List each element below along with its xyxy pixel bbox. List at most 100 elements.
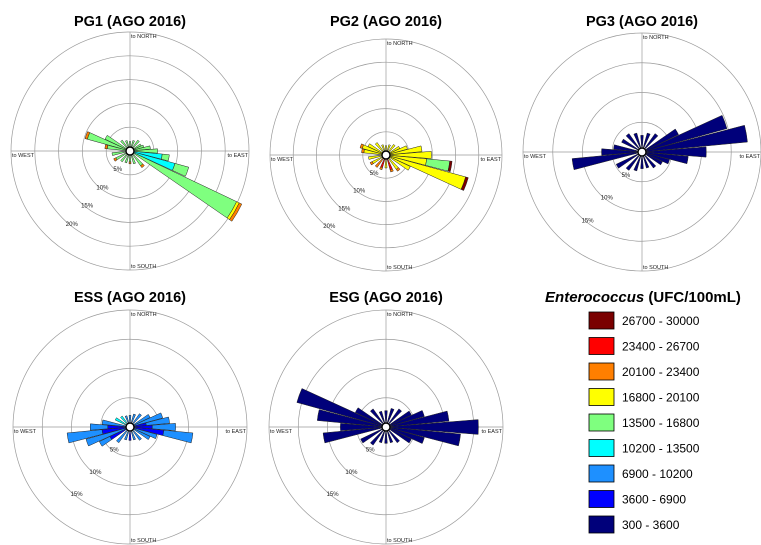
petal-segment <box>132 152 237 219</box>
petal-segment <box>646 152 689 165</box>
direction-label-north: to NORTH <box>131 312 157 318</box>
petal-segment <box>615 153 639 169</box>
petal-segment <box>361 148 365 154</box>
ring-label: 5% <box>110 447 119 453</box>
petal-segment <box>645 153 663 166</box>
direction-label-east: to EAST <box>226 429 247 435</box>
ring-label: 5% <box>622 173 631 179</box>
legend-label: 16800 - 20100 <box>622 391 700 405</box>
petal-segment <box>162 429 194 444</box>
petal-segment <box>613 144 638 152</box>
center-marker <box>381 150 391 160</box>
panel-title: PG2 (AGO 2016) <box>330 14 442 30</box>
center-marker <box>637 147 647 157</box>
petal-segment <box>646 146 707 158</box>
petal-segment <box>633 132 642 149</box>
direction-label-east: to EAST <box>481 157 502 163</box>
legend-item: 3600 - 6900 <box>588 490 686 508</box>
petal-segment <box>128 154 132 163</box>
ring-label: 10% <box>89 470 102 476</box>
direction-label-south: to SOUTH <box>387 265 412 271</box>
petal-segment <box>113 157 118 162</box>
petal-segment <box>642 132 651 149</box>
direction-label-south: to SOUTH <box>131 538 156 544</box>
legend-swatch <box>588 388 615 406</box>
petal-segment <box>161 153 170 162</box>
direction-label-south: to SOUTH <box>387 538 412 544</box>
petal-segment <box>66 429 104 444</box>
petal-segment <box>460 176 469 191</box>
legend-item: 16800 - 20100 <box>588 388 700 406</box>
legend-label: 6900 - 10200 <box>622 467 693 481</box>
petal-segment <box>389 168 394 173</box>
petal-segment <box>128 431 132 441</box>
direction-label-west: to WEST <box>12 153 35 159</box>
petal-segment <box>625 133 640 149</box>
ring-label: 15% <box>582 218 595 224</box>
petals <box>66 412 194 447</box>
ring-label: 20% <box>323 224 336 230</box>
legend-item: 13500 - 16800 <box>588 413 700 432</box>
direction-label-south: to SOUTH <box>131 264 156 270</box>
ring-label: 20% <box>66 222 79 228</box>
direction-label-north: to NORTH <box>643 35 669 41</box>
direction-label-east: to EAST <box>482 429 503 435</box>
wind-rose-panel-1: PG1 (AGO 2016) 5% 10% 15% 20% to NORTH to EAST… <box>10 14 250 271</box>
legend-swatch <box>588 490 615 508</box>
petal-segment <box>384 431 388 444</box>
legend-item: 6900 - 10200 <box>588 464 693 483</box>
legend-label: 20100 - 23400 <box>622 365 700 379</box>
petal-segment <box>151 423 176 431</box>
legend-swatch <box>588 311 615 330</box>
petals <box>571 115 748 172</box>
panel-title: PG1 (AGO 2016) <box>74 14 186 30</box>
petal-segment <box>646 124 748 152</box>
petals <box>359 142 469 191</box>
petal-segment <box>89 423 109 431</box>
legend-swatch <box>588 515 615 534</box>
center-marker <box>125 422 135 432</box>
ring-label: 15% <box>327 492 340 498</box>
petal-segment <box>640 156 644 169</box>
petal-segment <box>229 202 243 222</box>
direction-label-north: to NORTH <box>387 312 413 318</box>
petal-segment <box>640 135 644 148</box>
ring-label: 5% <box>370 171 379 177</box>
petal-segment <box>359 143 364 149</box>
petal-segment <box>104 144 109 150</box>
legend-swatch <box>588 439 615 457</box>
legend-label: 13500 - 16800 <box>622 416 700 430</box>
panel-title: PG3 (AGO 2016) <box>586 14 698 30</box>
petal-segment <box>99 436 113 447</box>
direction-label-north: to NORTH <box>387 41 413 47</box>
wind-rose-panel-3: PG3 (AGO 2016) 5% 10% 15% to NORTH to EAST to … <box>522 14 761 272</box>
petals <box>296 388 479 447</box>
ring-label: 10% <box>345 470 358 476</box>
center-marker <box>125 146 135 156</box>
petal-segment <box>128 415 132 423</box>
panel-title: ESS (AGO 2016) <box>74 290 186 306</box>
legend-item: 23400 - 26700 <box>588 337 700 355</box>
petal-segment <box>379 166 383 171</box>
petal-segment <box>447 160 453 173</box>
direction-label-east: to EAST <box>740 154 761 160</box>
petal-segment <box>601 148 638 156</box>
direction-label-north: to NORTH <box>131 34 157 40</box>
legend-item: 10200 - 13500 <box>588 439 700 457</box>
petal-segment <box>172 163 190 177</box>
ring-label: 15% <box>71 492 84 498</box>
petal-segment <box>642 155 650 169</box>
legend-swatch <box>588 362 615 381</box>
legend-title-rest: (UFC/100mL) <box>644 289 741 306</box>
petals <box>84 131 243 222</box>
ring-label: 10% <box>601 196 614 202</box>
wind-rose-panel-4: ESS (AGO 2016) 5% 10% 15% to NORTH to EAST to … <box>12 290 248 545</box>
petal-segment <box>645 115 728 152</box>
ring-label: 10% <box>96 186 109 192</box>
center-marker <box>381 422 391 432</box>
petal-segment <box>384 410 388 423</box>
legend-item: 26700 - 30000 <box>588 311 700 330</box>
direction-label-south: to SOUTH <box>643 265 668 271</box>
petal-segment <box>644 133 659 149</box>
